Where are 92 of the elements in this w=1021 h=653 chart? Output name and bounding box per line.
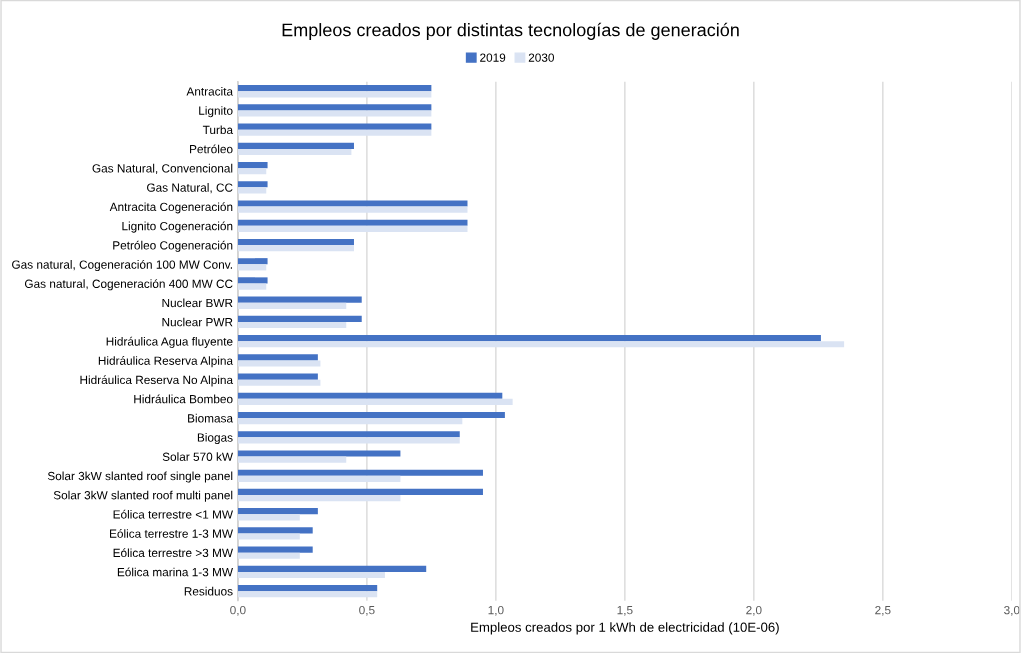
bar <box>237 341 845 348</box>
bar <box>237 225 468 232</box>
bar <box>237 354 318 361</box>
y-tick-label: Antracita Cogeneración <box>109 202 233 214</box>
bar <box>237 85 432 92</box>
y-tick-label: Eólica terrestre >3 MW <box>113 548 233 558</box>
bar <box>237 104 432 111</box>
y-tick-label: Hidráulica Bombeo <box>134 394 233 404</box>
bar <box>237 335 821 342</box>
bar <box>237 148 352 156</box>
y-tick-label: Gas Natural, Convencional <box>92 163 233 174</box>
bar <box>237 360 321 367</box>
x-tick-label: 1,5 <box>617 606 633 616</box>
bar <box>237 508 318 515</box>
bar <box>237 488 483 496</box>
y-tick-label: Antracita <box>186 86 234 96</box>
bar <box>237 161 268 169</box>
x-tick-label: 3,0 <box>1004 605 1020 616</box>
bar <box>237 431 460 438</box>
bar <box>237 238 354 246</box>
y-tick-label: Biogas <box>197 433 233 445</box>
bar <box>237 283 267 290</box>
y-tick-label: Eólica terrestre <1 MW <box>113 509 233 519</box>
bar <box>237 264 267 271</box>
y-tick-label: Solar 570 kW <box>162 452 233 461</box>
bar <box>237 245 354 252</box>
bar <box>237 219 468 226</box>
bar <box>237 187 267 194</box>
bar <box>237 475 401 482</box>
bar <box>237 129 432 136</box>
bar <box>237 315 362 322</box>
bar <box>237 437 460 444</box>
bar <box>237 514 300 521</box>
bar <box>237 527 313 534</box>
bar <box>237 142 354 149</box>
y-tick-label: Eólica terrestre 1-3 MW <box>110 529 233 538</box>
legend-label: 2030 <box>528 53 555 62</box>
y-tick-label: Lignito Cogeneración <box>122 221 233 233</box>
bar <box>237 456 347 463</box>
bar <box>237 411 505 419</box>
x-tick-label: 0,0 <box>230 605 246 616</box>
x-tick-label: 0,5 <box>359 605 375 616</box>
x-tick-label: 1,0 <box>488 605 504 616</box>
bar <box>237 469 483 476</box>
y-tick-label: Gas Natural, CC <box>147 183 233 194</box>
y-tick-label: Hidráulica Reserva No Alpina <box>80 375 234 387</box>
bar <box>237 584 378 592</box>
y-tick-label: Turba <box>202 125 234 135</box>
bar <box>237 91 432 98</box>
y-tick-label: Residuos <box>184 586 233 596</box>
legend-label: 2019 <box>480 53 506 62</box>
bar <box>237 533 300 540</box>
bar <box>237 277 268 284</box>
bar <box>237 450 401 457</box>
y-tick-label: Solar 3kW slanted roof multi panel <box>53 490 233 502</box>
bar <box>237 552 300 559</box>
y-tick-label: Eólica marina 1-3 MW <box>117 567 233 577</box>
bar <box>237 418 463 425</box>
x-axis-title: Empleos creados por 1 kWh de electricidad (10E-06) <box>471 622 779 635</box>
bar <box>237 258 268 265</box>
y-tick-label: Gas natural, Cogeneración 400 MW CC <box>24 279 233 291</box>
bar <box>237 495 401 502</box>
bar <box>237 546 313 553</box>
bar <box>237 321 347 329</box>
bar <box>237 392 503 399</box>
bar <box>237 200 468 207</box>
x-tick-label: 2,0 <box>746 605 762 616</box>
y-tick-label: Biomasa <box>188 413 234 423</box>
chart-title: Empleos creados por distintas tecnologías de generación <box>282 22 739 40</box>
bar <box>237 565 427 572</box>
bar <box>237 379 321 386</box>
bar <box>237 181 268 188</box>
y-tick-label: Petróleo Cogeneración <box>113 240 233 252</box>
y-tick-label: Lignito <box>199 106 233 118</box>
y-tick-label: Nuclear BWR <box>162 298 233 308</box>
bar <box>237 302 347 309</box>
bar <box>237 373 318 380</box>
bar <box>237 168 267 175</box>
bar <box>237 123 432 130</box>
bar <box>237 110 432 117</box>
bar <box>237 398 513 406</box>
y-tick-label: Hidráulica Agua fluyente <box>106 336 233 348</box>
bar <box>237 571 385 579</box>
bar <box>237 296 362 303</box>
y-tick-label: Nuclear PWR <box>162 317 233 327</box>
y-tick-label: Hidráulica Reserva Alpina <box>98 356 234 368</box>
bar <box>237 206 468 213</box>
x-tick-label: 2,5 <box>875 605 891 616</box>
bar <box>237 591 378 598</box>
y-tick-label: Gas natural, Cogeneración 100 MW Conv. <box>12 259 232 272</box>
y-tick-label: Solar 3kW slanted roof single panel <box>47 471 233 483</box>
y-tick-label: Petróleo <box>190 144 233 154</box>
